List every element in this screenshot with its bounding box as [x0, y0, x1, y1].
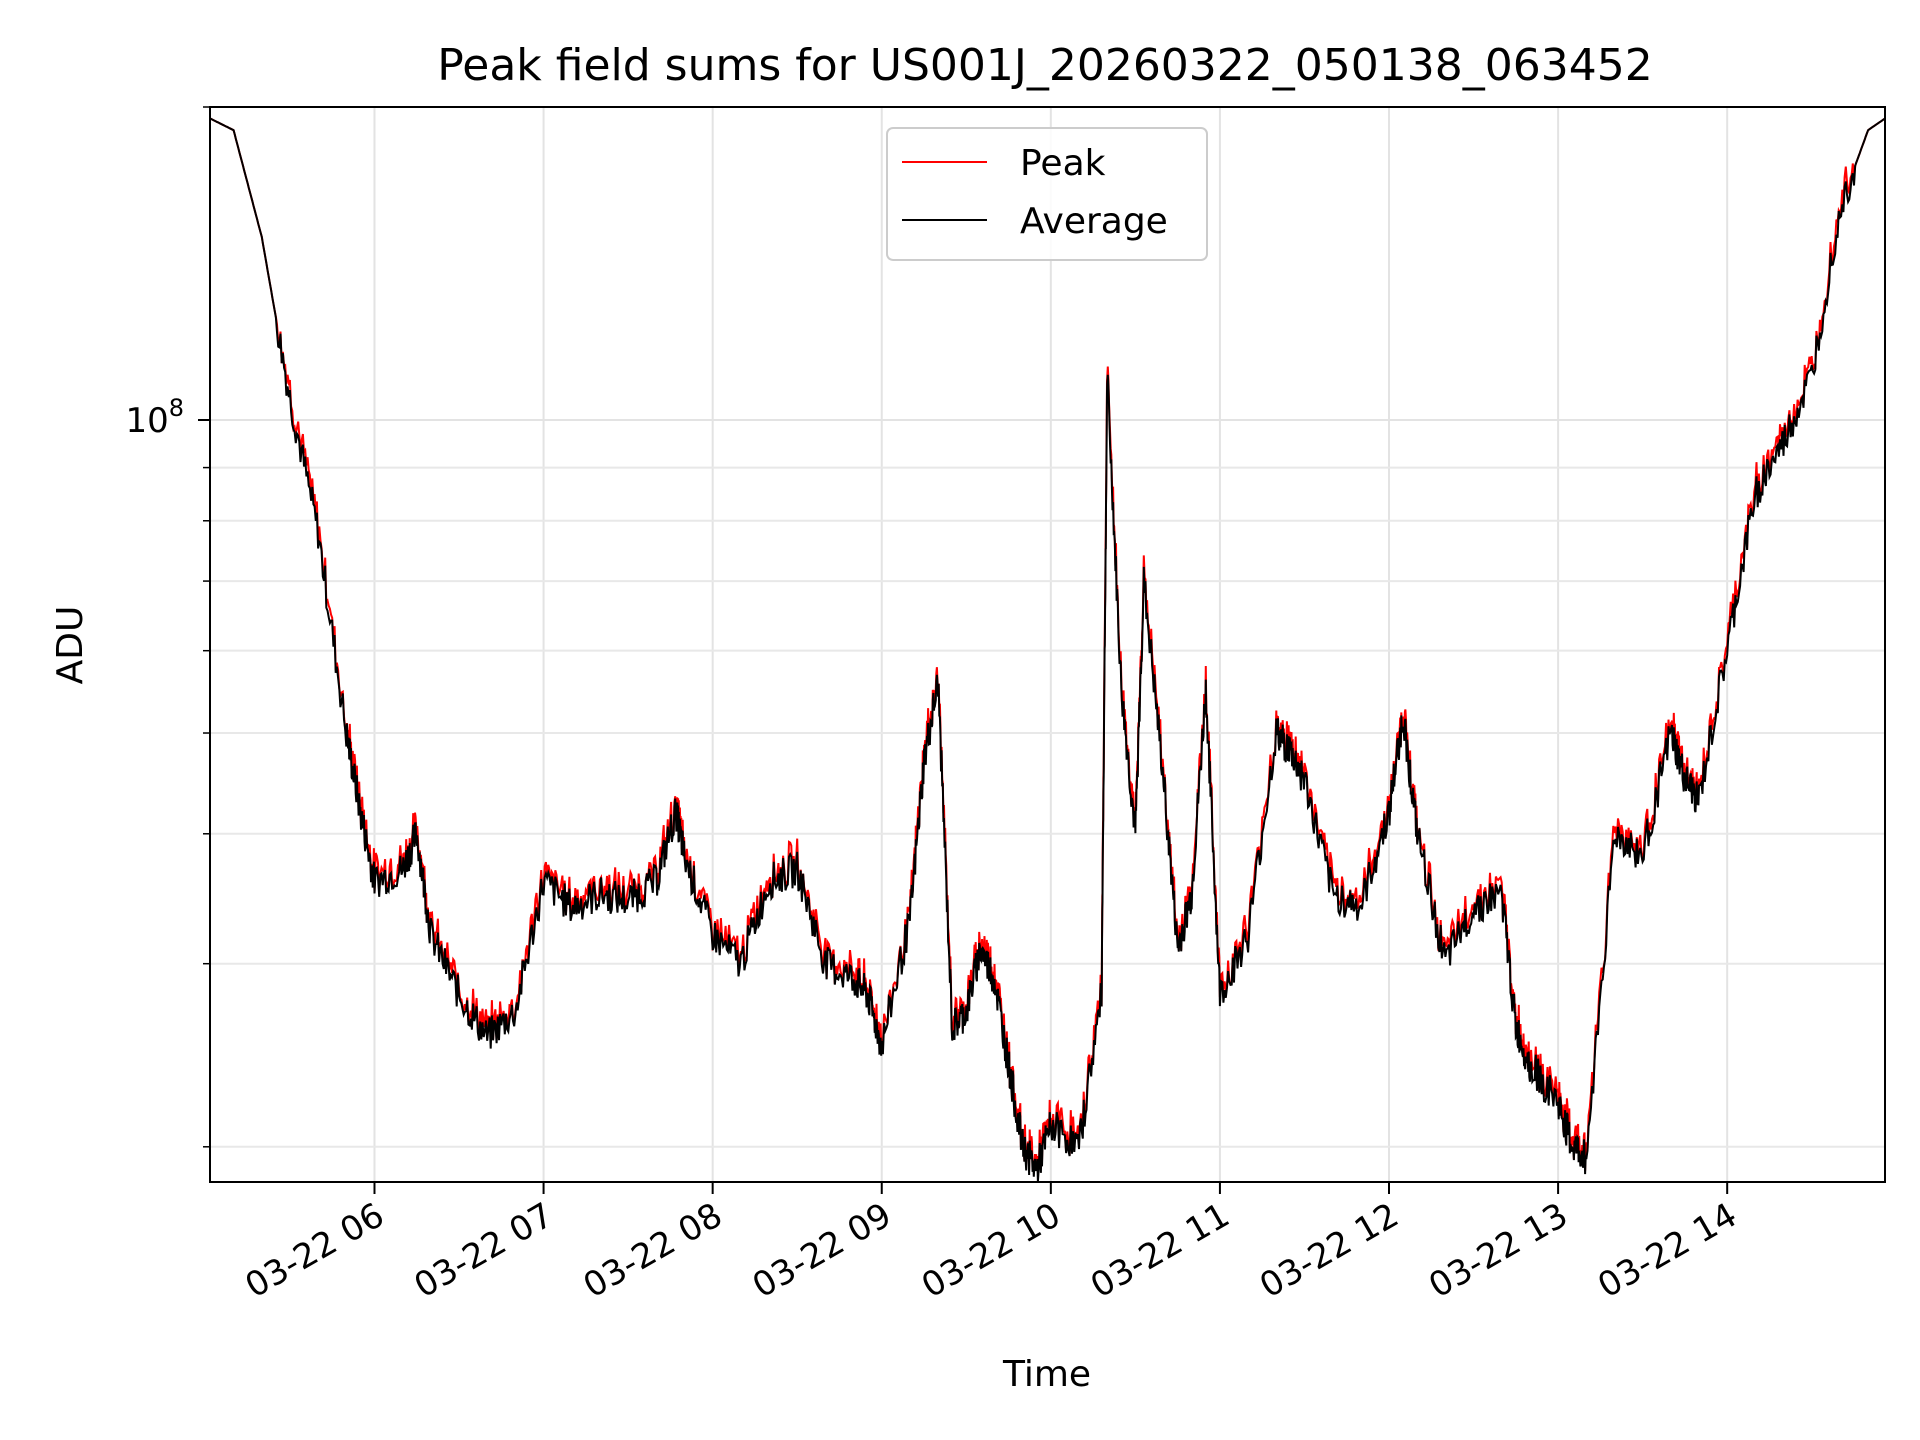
x-tick-label: 03-22 10 [915, 1195, 1067, 1306]
series-line-average [209, 117, 1886, 1183]
x-tick-label: 03-22 09 [746, 1195, 898, 1306]
x-axis-label: Time [1002, 1354, 1091, 1395]
x-tick-label: 03-22 08 [577, 1195, 729, 1306]
x-tick-label: 03-22 07 [408, 1195, 560, 1306]
x-tick-label: 03-22 12 [1253, 1195, 1405, 1306]
y-axis-ticks: 108 [125, 106, 210, 1148]
x-tick-label: 03-22 11 [1084, 1195, 1236, 1306]
chart-title: Peak field sums for US001J_20260322_0501… [437, 40, 1652, 91]
legend-label-peak: Peak [1020, 143, 1106, 184]
y-tick-label: 108 [125, 394, 184, 441]
x-axis-ticks: 03-22 06 03-22 07 03-22 08 03-22 09 03-22 10… [239, 1182, 1744, 1306]
x-tick-label: 03-22 14 [1591, 1195, 1743, 1306]
legend: Peak Average [886, 127, 1208, 261]
y-axis-label: ADU [50, 606, 91, 685]
legend-label-average: Average [1020, 201, 1168, 242]
chart-grid [210, 106, 1885, 1182]
x-tick-label: 03-22 06 [239, 1195, 391, 1306]
x-tick-label: 03-22 13 [1422, 1195, 1574, 1306]
series-line-peak [209, 117, 1886, 1173]
plot-frame [209, 106, 1886, 1183]
